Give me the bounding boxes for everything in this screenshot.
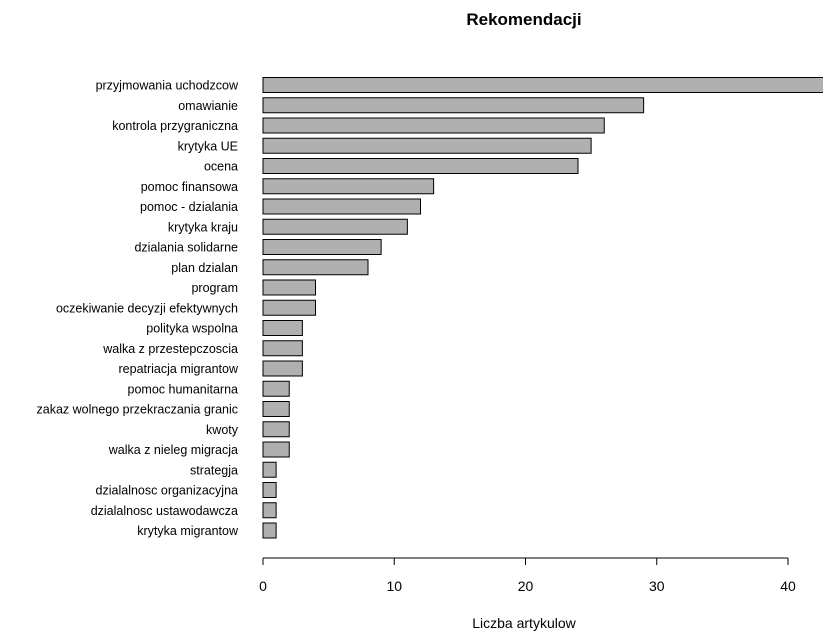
category-label: krytyka migrantow [137, 524, 239, 538]
bar-4 [262, 137, 592, 154]
x-tick-label: 30 [649, 578, 665, 594]
bar-12 [262, 299, 316, 316]
bar-20 [262, 461, 277, 478]
x-tick-label: 40 [780, 578, 796, 594]
category-label: dzialalnosc ustawodawcza [91, 504, 238, 518]
category-label: strategja [190, 463, 238, 477]
category-label: krytyka kraju [168, 220, 238, 234]
category-label: walka z przestepczoscia [102, 342, 238, 356]
category-label: plan dzialan [171, 261, 238, 275]
category-label: program [191, 281, 238, 295]
bar-3 [262, 117, 605, 134]
bar-16 [262, 380, 290, 397]
bar-22 [262, 502, 277, 519]
category-label: ocena [204, 160, 238, 174]
bar-6 [262, 178, 435, 195]
bar-21 [262, 482, 277, 498]
category-label: zakaz wolnego przekraczania granic [37, 403, 239, 417]
bar-11 [262, 279, 316, 296]
category-label: walka z nieleg migracja [108, 443, 238, 457]
bar-23 [262, 522, 277, 539]
bar-14 [262, 340, 303, 357]
category-label: kwoty [206, 423, 239, 437]
x-axis-title: Liczba artykulow [472, 615, 576, 631]
bar-1 [262, 77, 823, 93]
category-label: przyjmowania uchodzcow [96, 79, 239, 93]
bar-10 [262, 259, 369, 276]
bar-7 [262, 198, 421, 215]
category-label: pomoc - dzialania [140, 200, 238, 214]
bar-2 [262, 97, 645, 114]
x-tick-label: 20 [518, 578, 534, 594]
category-label: krytyka UE [178, 139, 238, 153]
bar-19 [262, 441, 290, 458]
x-axis: 0 10 20 30 40 [259, 557, 796, 594]
chart-title: Rekomendacji [466, 10, 581, 29]
bar-17 [262, 401, 290, 417]
bar-8 [262, 218, 408, 235]
x-tick-label: 0 [259, 578, 267, 594]
category-label: dzialalnosc organizacyjna [96, 484, 238, 498]
category-label: repatriacja migrantow [119, 362, 239, 376]
category-label: pomoc finansowa [141, 180, 238, 194]
bar-18 [262, 421, 290, 438]
bar-5 [262, 158, 579, 174]
category-label: dzialania solidarne [134, 241, 238, 255]
x-tick-label: 10 [386, 578, 402, 594]
bar-9 [262, 239, 382, 255]
category-label: kontrola przygraniczna [112, 119, 238, 133]
category-label: pomoc humanitarna [128, 382, 239, 396]
bar-13 [262, 320, 303, 336]
bar-15 [262, 360, 303, 377]
category-label: omawianie [178, 99, 238, 113]
category-label: polityka wspolna [146, 322, 238, 336]
category-label: oczekiwanie decyzji efektywnych [56, 301, 238, 315]
bars-group [262, 77, 823, 539]
category-labels-group: przyjmowania uchodzcow omawianie kontrola … [37, 79, 239, 539]
